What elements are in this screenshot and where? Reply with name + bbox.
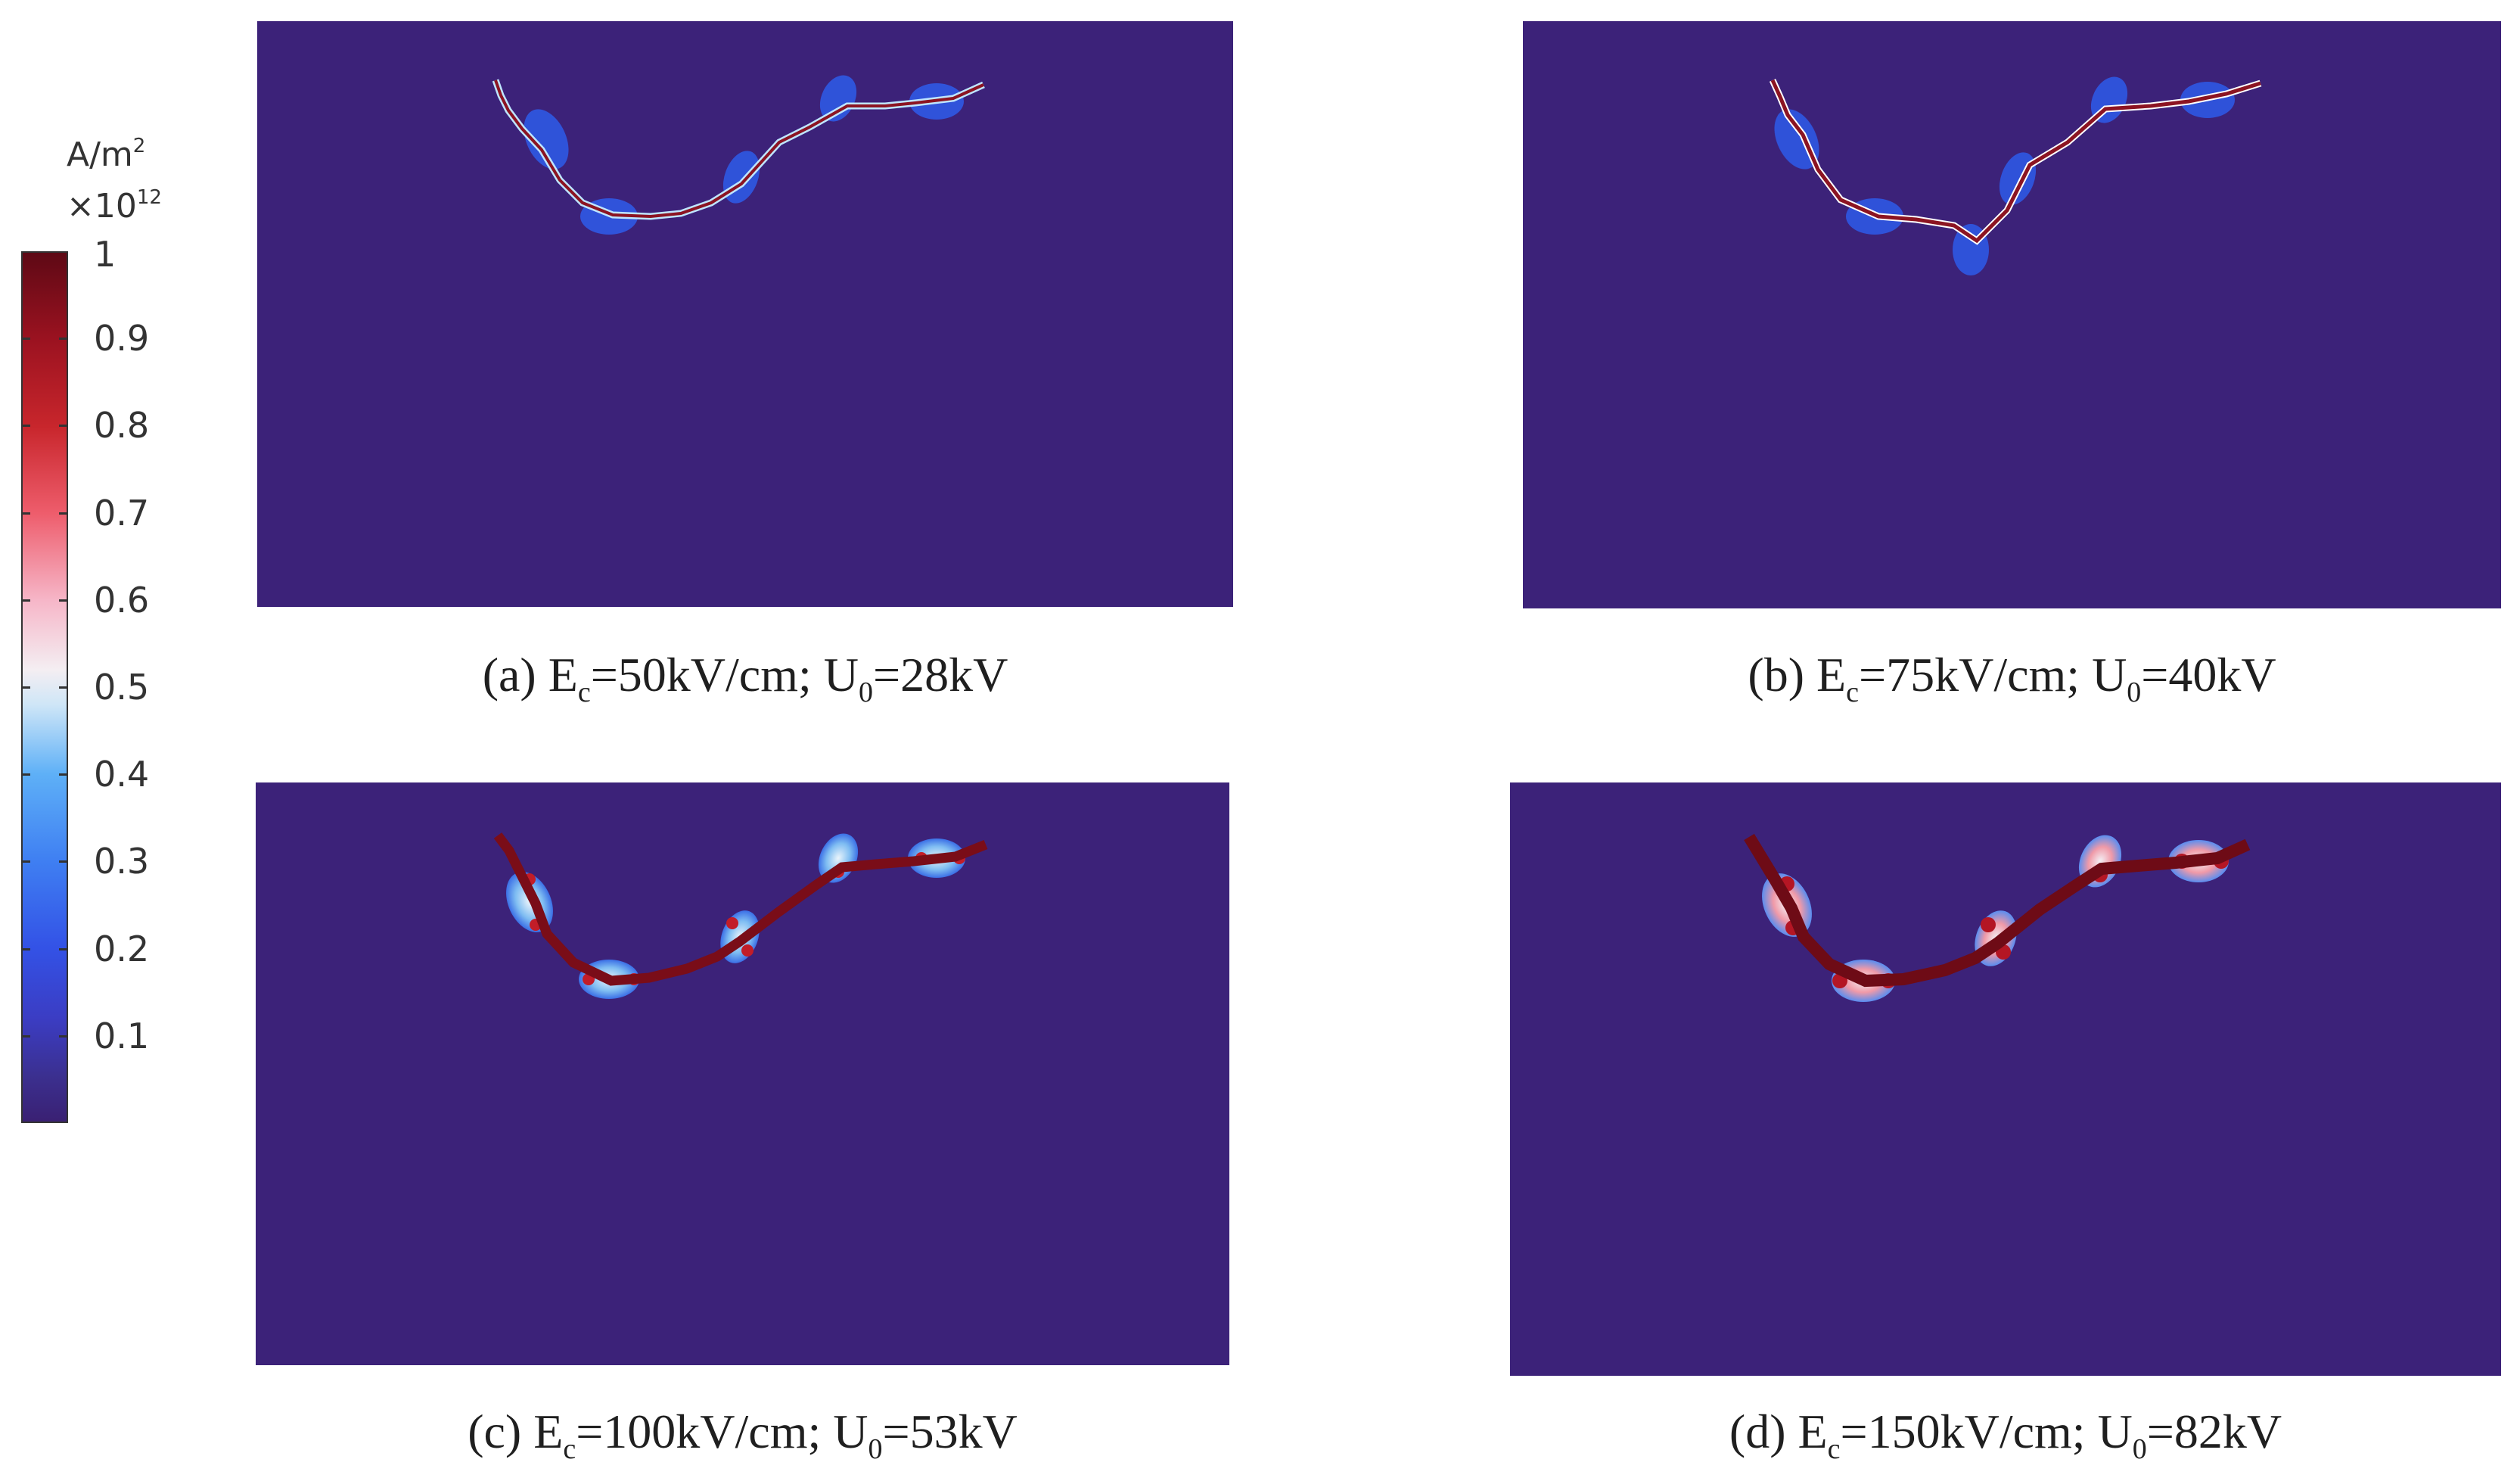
colorbar-tick-mark — [59, 947, 68, 950]
colorbar-tick-label: 0.1 — [94, 1015, 150, 1056]
colorbar-tick-mark — [21, 947, 30, 950]
panel-c — [256, 782, 1229, 1365]
colorbar-tick-mark — [21, 1034, 30, 1038]
colorbar-tick-mark — [59, 338, 68, 341]
colorbar-tick-label: 0.5 — [94, 667, 150, 708]
colorbar-tick-mark — [21, 425, 30, 428]
caption-c: (c) Ec=100kV/cm; U0=53kV — [468, 1405, 1018, 1465]
colorbar-tick-label: 0.8 — [94, 405, 150, 446]
colorbar-tick-mark — [21, 773, 30, 776]
caption-a: (a) Ec=50kV/cm; U0=28kV — [482, 648, 1008, 708]
panel-a-plot — [492, 75, 985, 235]
colorbar-tick-mark — [21, 599, 30, 602]
panel-c-plot — [493, 832, 988, 999]
panel-a — [257, 21, 1233, 607]
colorbar-tick-label: 0.2 — [94, 928, 150, 969]
colorbar-tick-mark — [59, 860, 68, 863]
panel-b-plot — [1769, 76, 2262, 275]
colorbar-tick-mark — [59, 425, 68, 428]
colorbar-tick-label: 1 — [94, 234, 117, 275]
colorbar-tick-mark — [59, 773, 68, 776]
colorbar-tick-label: 0.9 — [94, 318, 150, 359]
colorbar-tick-mark — [21, 338, 30, 341]
colorbar-tick-mark — [59, 512, 68, 515]
caption-d: (d) Ec=150kV/cm; U0=82kV — [1729, 1405, 2282, 1465]
colorbar-tick-label: 0.3 — [94, 841, 150, 882]
caption-b: (b) Ec=75kV/cm; U0=40kV — [1748, 648, 2276, 708]
colorbar-tick-mark — [59, 686, 68, 689]
panel-d-plot — [1744, 833, 2251, 1002]
colorbar-tick-mark — [21, 860, 30, 863]
panel-d — [1510, 782, 2501, 1376]
colorbar-unit: A/m2 — [67, 135, 146, 174]
colorbar-tick-label: 0.7 — [94, 492, 150, 534]
colorbar-tick-mark — [21, 512, 30, 515]
colorbar-tick-mark — [59, 599, 68, 602]
colorbar-tick-mark — [21, 686, 30, 689]
colorbar-tick-mark — [59, 1034, 68, 1038]
colorbar-tick-label: 0.4 — [94, 754, 150, 795]
panel-b — [1523, 21, 2501, 608]
colorbar-multiplier: ×1012 — [67, 186, 162, 226]
colorbar-tick-label: 0.6 — [94, 579, 150, 621]
